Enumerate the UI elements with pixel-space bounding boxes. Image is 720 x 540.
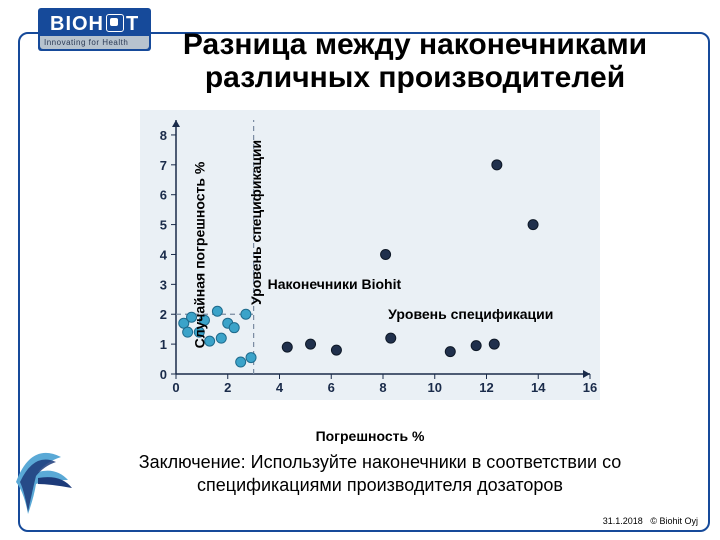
svg-text:5: 5: [160, 218, 167, 233]
svg-text:2: 2: [224, 380, 231, 395]
brand-text-pre: BIOH: [50, 13, 104, 35]
svg-text:4: 4: [276, 380, 284, 395]
title-line-2: различных производителей: [130, 61, 700, 94]
svg-text:12: 12: [479, 380, 493, 395]
svg-text:0: 0: [172, 380, 179, 395]
svg-text:16: 16: [583, 380, 597, 395]
svg-text:7: 7: [160, 158, 167, 173]
brand-dot-icon: [106, 14, 124, 32]
svg-text:4: 4: [160, 247, 168, 262]
svg-text:2: 2: [160, 307, 167, 322]
svg-text:1: 1: [160, 337, 167, 352]
svg-text:3: 3: [160, 277, 167, 292]
brand-logo: BIOH T Innovating for Health: [38, 8, 151, 51]
svg-text:8: 8: [379, 380, 386, 395]
hummingbird-icon: [6, 432, 76, 522]
footer: 31.1.2018 © Biohit Oyj: [603, 516, 698, 526]
title-line-1: Разница между наконечниками: [130, 28, 700, 61]
footer-copyright: © Biohit Oyj: [650, 516, 698, 526]
svg-text:8: 8: [160, 128, 167, 143]
biohit-annotation: Наконечники Biohit: [268, 276, 402, 292]
spec-vertical-label: Уровень спецификации: [248, 140, 264, 305]
footer-date: 31.1.2018: [603, 516, 643, 526]
scatter-chart: 0246810121416012345678 Случайная погрешн…: [140, 110, 600, 400]
y-axis-label: Случайная погрешность %: [191, 162, 207, 349]
brand-name: BIOH T: [40, 10, 149, 36]
svg-text:6: 6: [160, 188, 167, 203]
conclusion-text: Заключение: Используйте наконечники в со…: [70, 451, 690, 496]
x-axis-label: Погрешность %: [140, 428, 600, 444]
svg-text:14: 14: [531, 380, 546, 395]
svg-text:6: 6: [328, 380, 335, 395]
svg-text:10: 10: [428, 380, 442, 395]
brand-tagline: Innovating for Health: [40, 36, 149, 49]
spec-annotation: Уровень спецификации: [388, 306, 553, 322]
svg-text:0: 0: [160, 367, 167, 382]
brand-text-post: T: [126, 13, 139, 35]
chart-svg: 0246810121416012345678: [140, 110, 600, 400]
slide-title: Разница между наконечниками различных пр…: [130, 28, 700, 94]
